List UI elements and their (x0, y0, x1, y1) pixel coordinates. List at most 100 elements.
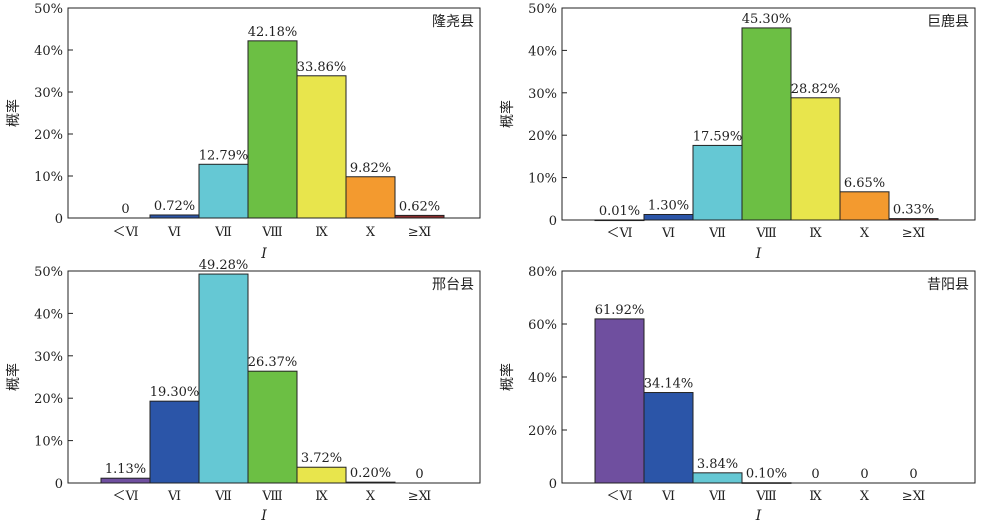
y-tick-label: 20% (34, 128, 63, 143)
county-label: 隆尧县 (432, 14, 474, 30)
bar-value-label: 3.84% (697, 457, 738, 472)
bar-value-label: 0.01% (599, 204, 640, 219)
panel-top-left: 0 10% 20% 30% 40% 50% 概率 隆尧县 0 ＜Ⅵ 0.72% Ⅵ 12.79% Ⅶ 42.… (5, 2, 481, 262)
y-tick-label: 20% (528, 129, 557, 144)
y-tick-label: 30% (34, 86, 63, 101)
bar-5 (296, 466, 347, 484)
y-tick-label: 0 (55, 212, 63, 227)
y-tick-label: 80% (528, 265, 557, 280)
bar-value-label: 34.14% (644, 377, 694, 392)
y-tick-label: 60% (528, 318, 557, 333)
panel-bottom-left: 0 10% 20% 30% 40% 50% 概率 邢台县 1.13% ＜Ⅵ 19.30% Ⅵ 49.28… (5, 258, 481, 524)
y-tick-label: 30% (34, 350, 63, 365)
county-label: 巨鹿县 (927, 13, 969, 30)
bar-value-label: 0 (415, 467, 423, 482)
bar-value-label: 49.28% (199, 258, 249, 273)
y-axis-title: 概率 (5, 363, 22, 391)
x-tick-label: Ⅸ (809, 489, 822, 504)
x-tick-label: ≥Ⅺ (408, 225, 432, 240)
y-tick-label: 20% (34, 392, 63, 407)
bar-value-label: 0.10% (746, 467, 787, 482)
bar-2 (643, 213, 694, 221)
x-tick-label: Ⅵ (661, 489, 675, 504)
x-tick-label: Ⅷ (755, 489, 776, 504)
bar-value-label: 12.79% (199, 148, 249, 163)
bar-4 (741, 482, 792, 484)
y-tick-label: 30% (528, 87, 557, 102)
bar-value-label: 0 (121, 202, 129, 217)
x-tick-label: Ⅷ (755, 226, 776, 241)
x-tick-label: Ⅸ (809, 226, 822, 241)
x-tick-label: ≥Ⅺ (902, 489, 926, 504)
x-tick-label: Ⅶ (708, 226, 726, 241)
bar-value-label: 61.92% (595, 303, 645, 318)
x-tick-label: Ⅹ (366, 489, 376, 504)
bar-value-label: 42.18% (248, 25, 298, 40)
y-axis-title: 概率 (499, 363, 516, 391)
y-tick-label: 40% (528, 371, 557, 386)
bar-1 (100, 477, 151, 484)
bar-value-label: 26.37% (248, 355, 298, 370)
bar-value-label: 1.30% (648, 198, 689, 213)
bar-value-label: 45.30% (742, 12, 792, 27)
bar-value-label: 1.13% (105, 462, 146, 477)
bar-3 (692, 472, 743, 484)
x-axis-title: I (260, 246, 267, 262)
bar-value-label: 0 (909, 467, 917, 482)
bar-value-label: 19.30% (150, 385, 200, 400)
bar-value-label: 0.20% (350, 466, 391, 481)
y-tick-label: 20% (528, 424, 557, 439)
x-tick-label: Ⅷ (261, 225, 282, 240)
x-tick-label: ＜Ⅵ (606, 226, 632, 241)
bar-5 (790, 97, 841, 221)
x-tick-label: Ⅷ (261, 489, 282, 504)
x-tick-label: Ⅹ (366, 225, 376, 240)
x-tick-label: ＜Ⅵ (112, 225, 138, 240)
bar-4 (741, 27, 792, 221)
bar-6 (345, 176, 396, 219)
panel-top-right: 0 10% 20% 30% 40% 50% 概率 巨鹿县 0.01% ＜Ⅵ 1.30% Ⅵ 17.59%… (499, 2, 976, 262)
x-tick-label: ≥Ⅺ (902, 226, 926, 241)
y-tick-label: 10% (528, 172, 557, 187)
x-tick-label: ＜Ⅵ (112, 489, 138, 504)
bar-value-label: 0 (860, 467, 868, 482)
county-label: 邢台县 (432, 277, 474, 293)
bar-1 (594, 219, 645, 222)
bar-6 (839, 191, 890, 221)
y-axis-title: 概率 (5, 99, 22, 127)
x-axis-title: I (755, 246, 762, 262)
x-tick-label: Ⅶ (214, 489, 232, 504)
bar-4 (247, 370, 298, 484)
x-tick-label: Ⅹ (860, 489, 870, 504)
bar-2 (643, 392, 694, 484)
y-tick-label: 0 (549, 477, 557, 492)
x-tick-label: Ⅸ (315, 489, 328, 504)
y-tick-label: 0 (549, 214, 557, 229)
x-tick-label: ＜Ⅵ (606, 489, 632, 504)
y-tick-label: 40% (528, 44, 557, 59)
county-label: 昔阳县 (927, 277, 969, 293)
bar-value-label: 9.82% (350, 161, 391, 176)
bar-2 (149, 400, 200, 484)
y-axis-title: 概率 (499, 100, 516, 128)
bar-value-label: 33.86% (297, 60, 347, 75)
y-tick-label: 50% (528, 2, 557, 17)
bar-3 (198, 273, 249, 484)
y-tick-label: 40% (34, 44, 63, 59)
bar-value-label: 17.59% (693, 129, 743, 144)
bar-3 (692, 144, 743, 221)
x-tick-label: Ⅵ (167, 225, 181, 240)
x-axis-title: I (755, 508, 762, 524)
x-axis-title: I (260, 508, 267, 524)
y-tick-label: 0 (55, 477, 63, 492)
bar-value-label: 0.72% (154, 199, 195, 214)
y-tick-label: 10% (34, 170, 63, 185)
x-tick-label: Ⅸ (315, 225, 328, 240)
bar-1 (594, 318, 645, 484)
bar-7 (394, 214, 445, 219)
bar-value-label: 28.82% (791, 82, 841, 97)
x-tick-label: Ⅵ (167, 489, 181, 504)
y-tick-label: 50% (34, 2, 63, 17)
